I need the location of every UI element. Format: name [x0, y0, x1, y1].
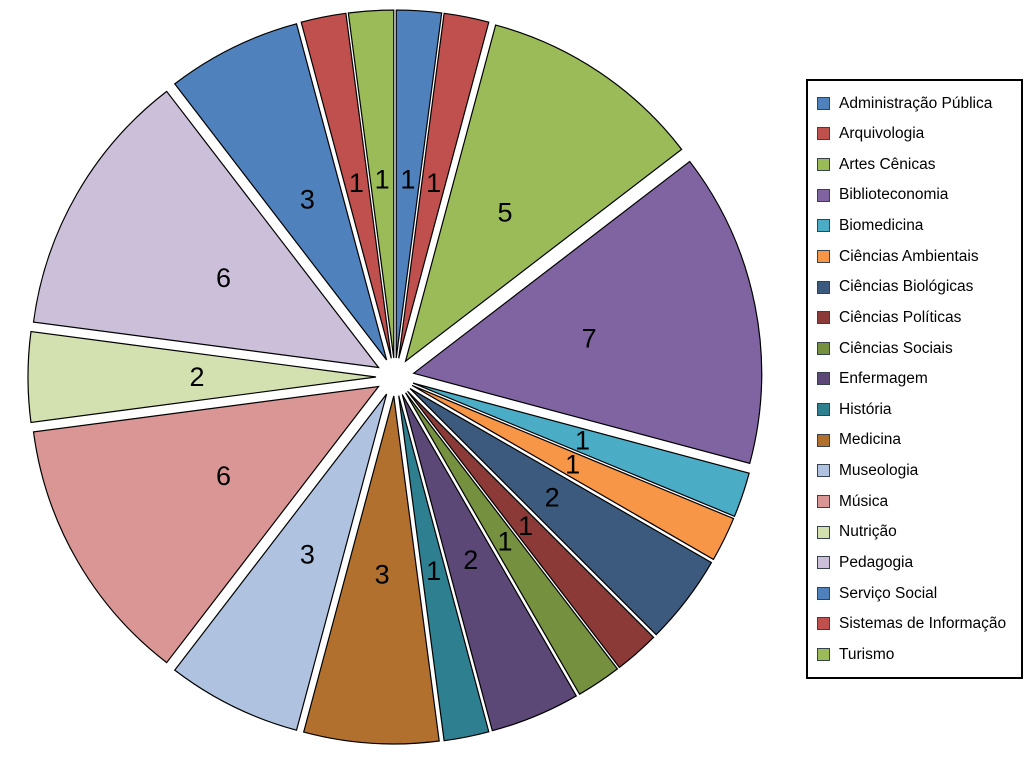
legend-swatch-icon	[817, 586, 830, 600]
data-label-musica: 6	[216, 461, 231, 491]
legend-item-biblioteconomia[interactable]: Biblioteconomia	[817, 180, 1017, 211]
legend-swatch-icon	[817, 280, 830, 294]
legend-swatch-icon	[817, 556, 830, 570]
legend-label: Biomedicina	[839, 217, 924, 235]
legend: Administração Pública Arquivologia Artes C…	[806, 79, 1023, 679]
legend-swatch-icon	[817, 433, 830, 447]
pie-slice-sistemas-de-informacao[interactable]	[300, 12, 392, 359]
data-label-servico-social: 3	[300, 184, 315, 214]
data-label-biomedicina: 1	[575, 426, 590, 456]
legend-swatch-icon	[817, 158, 830, 172]
legend-item-servico-social[interactable]: Serviço Social	[817, 578, 1017, 609]
pie-slice-servico-social[interactable]	[173, 23, 388, 361]
legend-item-biomedicina[interactable]: Biomedicina	[817, 211, 1017, 242]
legend-label: Administração Pública	[839, 94, 993, 112]
legend-swatch-icon	[817, 249, 830, 263]
legend-item-ciencias-politicas[interactable]: Ciências Políticas	[817, 302, 1017, 333]
legend-label: Serviço Social	[839, 584, 938, 602]
legend-item-turismo[interactable]: Turismo	[817, 639, 1017, 670]
data-label-arquivologia: 1	[426, 168, 441, 198]
legend-item-nutricao[interactable]: Nutrição	[817, 517, 1017, 548]
legend-swatch-icon	[817, 219, 830, 233]
legend-swatch-icon	[817, 311, 830, 325]
legend-label: Biblioteconomia	[839, 186, 949, 204]
legend-label: Enfermagem	[839, 370, 928, 388]
pie-slice-artes-cenicas[interactable]	[404, 24, 683, 363]
legend-label: Música	[839, 492, 889, 510]
pie-slice-musica[interactable]	[32, 385, 380, 664]
pie-slice-biblioteconomia[interactable]	[412, 160, 763, 465]
legend-swatch-icon	[817, 372, 830, 386]
legend-swatch-icon	[817, 494, 830, 508]
legend-swatch-icon	[817, 525, 830, 539]
pie-slice-biomedicina[interactable]	[412, 382, 750, 518]
legend-label: História	[839, 400, 892, 418]
data-label-ciencias-politicas: 1	[518, 511, 533, 541]
pie-slice-ciencias-biologicas[interactable]	[409, 388, 713, 636]
legend-label: Medicina	[839, 431, 902, 449]
legend-item-pedagogia[interactable]: Pedagogia	[817, 547, 1017, 578]
pie-slice-pedagogia[interactable]	[32, 90, 380, 369]
data-label-medicina: 3	[375, 560, 390, 590]
legend-item-sistemas-de-informacao[interactable]: Sistemas de Informação	[817, 609, 1017, 640]
legend-label: Museologia	[839, 462, 919, 480]
legend-item-musica[interactable]: Música	[817, 486, 1017, 517]
legend-label: Ciências Ambientais	[839, 247, 979, 265]
legend-item-historia[interactable]: História	[817, 394, 1017, 425]
pie-slice-historia[interactable]	[398, 395, 490, 742]
legend-swatch-icon	[817, 188, 830, 202]
legend-swatch-icon	[817, 648, 830, 662]
legend-label: Turismo	[839, 645, 895, 663]
data-label-enfermagem: 2	[463, 545, 478, 575]
legend-swatch-icon	[817, 341, 830, 355]
data-label-ciencias-ambientais: 1	[565, 450, 580, 480]
legend-item-arquivologia[interactable]: Arquivologia	[817, 119, 1017, 150]
pie-slice-ciencias-ambientais[interactable]	[411, 384, 735, 561]
legend-label: Sistemas de Informação	[839, 615, 1007, 633]
pie-slice-ciencias-politicas[interactable]	[407, 390, 655, 669]
pie-slice-turismo[interactable]	[347, 9, 395, 359]
legend-item-museologia[interactable]: Museologia	[817, 456, 1017, 487]
legend-label: Ciências Biológicas	[839, 278, 974, 296]
data-label-administracao-publica: 1	[400, 164, 415, 194]
pie-slice-ciencias-sociais[interactable]	[405, 392, 619, 695]
legend-item-ciencias-ambientais[interactable]: Ciências Ambientais	[817, 241, 1017, 272]
legend-item-ciencias-biologicas[interactable]: Ciências Biológicas	[817, 272, 1017, 303]
data-label-artes-cenicas: 5	[497, 197, 512, 227]
pie-slice-medicina[interactable]	[302, 395, 440, 745]
legend-label: Ciências Políticas	[839, 308, 962, 326]
legend-item-medicina[interactable]: Medicina	[817, 425, 1017, 456]
legend-item-ciencias-sociais[interactable]: Ciências Sociais	[817, 333, 1017, 364]
data-label-pedagogia: 6	[216, 263, 231, 293]
legend-label: Ciências Sociais	[839, 339, 953, 357]
data-label-ciencias-biologicas: 2	[545, 483, 560, 513]
data-label-ciencias-sociais: 1	[497, 527, 512, 557]
data-label-historia: 1	[426, 556, 441, 586]
data-label-biblioteconomia: 7	[582, 323, 597, 353]
pie-slice-administracao-publica[interactable]	[395, 9, 443, 359]
legend-item-artes-cenicas[interactable]: Artes Cênicas	[817, 149, 1017, 180]
legend-label: Artes Cênicas	[839, 155, 936, 173]
legend-swatch-icon	[817, 403, 830, 417]
legend-label: Arquivologia	[839, 125, 925, 143]
data-label-turismo: 1	[375, 164, 390, 194]
pie-slice-museologia[interactable]	[173, 393, 388, 731]
legend-swatch-icon	[817, 127, 830, 141]
data-label-museologia: 3	[300, 540, 315, 570]
legend-item-administracao-publica[interactable]: Administração Pública	[817, 88, 1017, 119]
data-label-sistemas-de-informacao: 1	[349, 168, 364, 198]
legend-swatch-icon	[817, 617, 830, 631]
legend-swatch-icon	[817, 464, 830, 478]
data-label-nutricao: 2	[189, 362, 204, 392]
pie-slice-nutricao[interactable]	[27, 330, 377, 424]
legend-swatch-icon	[817, 96, 830, 110]
legend-item-enfermagem[interactable]: Enfermagem	[817, 364, 1017, 395]
pie-slice-enfermagem[interactable]	[401, 394, 578, 732]
legend-label: Pedagogia	[839, 553, 914, 571]
pie-slice-arquivologia[interactable]	[398, 12, 490, 359]
legend-label: Nutrição	[839, 523, 897, 541]
